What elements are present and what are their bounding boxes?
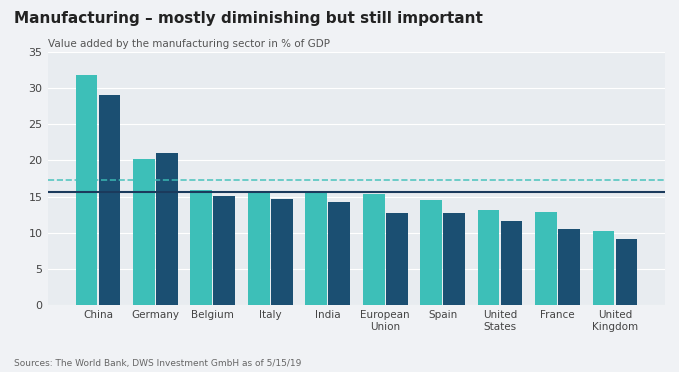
Bar: [477, 210, 500, 305]
Bar: [363, 195, 384, 305]
Text: Manufacturing – mostly diminishing but still important: Manufacturing – mostly diminishing but s…: [14, 11, 483, 26]
Bar: [306, 192, 327, 305]
Bar: [558, 229, 580, 305]
Bar: [133, 159, 155, 305]
Bar: [443, 213, 465, 305]
Bar: [75, 75, 98, 305]
Bar: [271, 199, 293, 305]
Bar: [420, 200, 442, 305]
Bar: [98, 96, 120, 305]
Bar: [386, 213, 407, 305]
Bar: [500, 221, 522, 305]
Bar: [191, 190, 213, 305]
Bar: [615, 239, 638, 305]
Bar: [329, 202, 350, 305]
Bar: [593, 231, 614, 305]
Text: Sources: The World Bank, DWS Investment GmbH as of 5/15/19: Sources: The World Bank, DWS Investment …: [14, 359, 301, 368]
Bar: [213, 196, 236, 305]
Bar: [156, 153, 178, 305]
Bar: [535, 212, 557, 305]
Text: Value added by the manufacturing sector in % of GDP: Value added by the manufacturing sector …: [48, 39, 329, 48]
Bar: [248, 192, 270, 305]
